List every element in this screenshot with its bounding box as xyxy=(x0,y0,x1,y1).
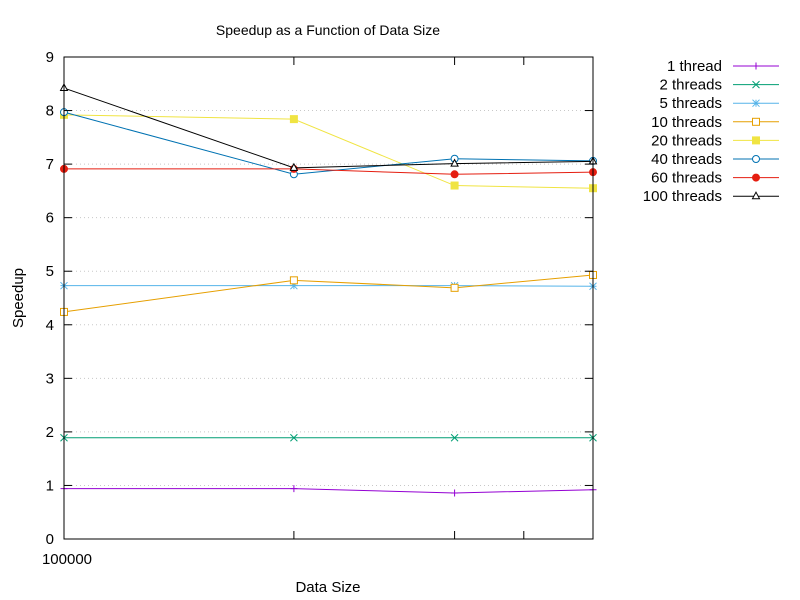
y-tick-label: 3 xyxy=(46,370,54,387)
plot-frame xyxy=(63,56,594,540)
legend-label: 10 threads xyxy=(651,114,722,131)
chart-title: Speedup as a Function of Data Size xyxy=(216,22,440,38)
ticks-layer: 0 1 2 3 4 5 6 7 8 9 100000 xyxy=(42,49,594,568)
y-tick-label: 6 xyxy=(46,210,54,227)
legend-label: 60 threads xyxy=(651,170,722,187)
y-axis-label: Speedup xyxy=(10,268,27,328)
data-point-2-threads xyxy=(450,433,459,442)
data-point-100-threads xyxy=(450,158,459,167)
grid-layer xyxy=(64,110,593,486)
y-tick-label: 2 xyxy=(46,424,54,441)
legend-entry-1-thread: 1 thread xyxy=(667,58,779,75)
series-1-thread xyxy=(60,485,597,497)
legend-label: 20 threads xyxy=(651,132,722,149)
series-line-10-threads xyxy=(63,274,594,313)
series-line-40-threads xyxy=(63,111,594,175)
series-100-threads xyxy=(59,83,598,171)
legend-label: 100 threads xyxy=(643,188,722,205)
legend-entry-40-threads: 40 threads xyxy=(651,151,779,168)
legend-entry-5-threads: 5 threads xyxy=(659,95,779,112)
series-line-5-threads xyxy=(64,285,594,287)
legend-entry-10-threads: 10 threads xyxy=(651,114,779,131)
data-point-10-threads xyxy=(450,283,459,292)
legend-label: 2 threads xyxy=(659,77,722,94)
legend-label: 5 threads xyxy=(659,95,722,112)
series-line-60-threads xyxy=(64,168,594,175)
legend-swatch-marker xyxy=(752,117,760,126)
series-line-100-threads xyxy=(63,87,594,169)
series-10-threads xyxy=(60,270,597,316)
legend-swatch-marker xyxy=(752,155,760,163)
series-layer xyxy=(59,83,598,497)
data-point-2-threads xyxy=(290,433,298,442)
data-point-60-threads xyxy=(450,170,459,179)
series-5-threads xyxy=(60,281,597,291)
x-tick-label: 100000 xyxy=(42,551,92,568)
legend-label: 1 thread xyxy=(667,58,722,75)
legend-swatch-marker xyxy=(752,173,760,182)
legend-entry-20-threads: 20 threads xyxy=(651,132,779,149)
legend-entry-100-threads: 100 threads xyxy=(643,188,779,205)
y-tick-label: 9 xyxy=(46,49,54,66)
legend-entry-60-threads: 60 threads xyxy=(651,170,779,187)
legend-swatch-marker xyxy=(752,80,760,89)
legend-entry-2-threads: 2 threads xyxy=(659,77,779,94)
legend-swatch-marker xyxy=(751,191,761,200)
y-tick-label: 1 xyxy=(46,477,54,494)
y-tick-label: 7 xyxy=(46,156,54,173)
data-point-1-thread xyxy=(290,485,298,493)
y-tick-label: 0 xyxy=(46,531,54,548)
data-point-100-threads xyxy=(289,162,299,171)
legend-swatch-marker xyxy=(752,99,760,108)
y-tick-label: 5 xyxy=(46,263,54,280)
legend-swatch-marker xyxy=(752,62,760,70)
series-line-1-thread xyxy=(64,488,594,494)
legend-swatch-marker xyxy=(752,136,760,145)
data-point-20-threads xyxy=(289,115,298,124)
data-point-20-threads xyxy=(450,181,459,190)
y-tick-label: 8 xyxy=(46,103,54,120)
legend-label: 40 threads xyxy=(651,151,722,168)
series-2-threads xyxy=(60,433,597,442)
data-point-1-thread xyxy=(451,489,459,497)
data-point-5-threads xyxy=(290,281,298,290)
y-tick-label: 4 xyxy=(46,317,54,334)
x-axis-label: Data Size xyxy=(295,579,360,596)
data-point-10-threads xyxy=(289,276,298,285)
series-20-threads xyxy=(60,110,597,193)
series-line-20-threads xyxy=(63,114,594,189)
